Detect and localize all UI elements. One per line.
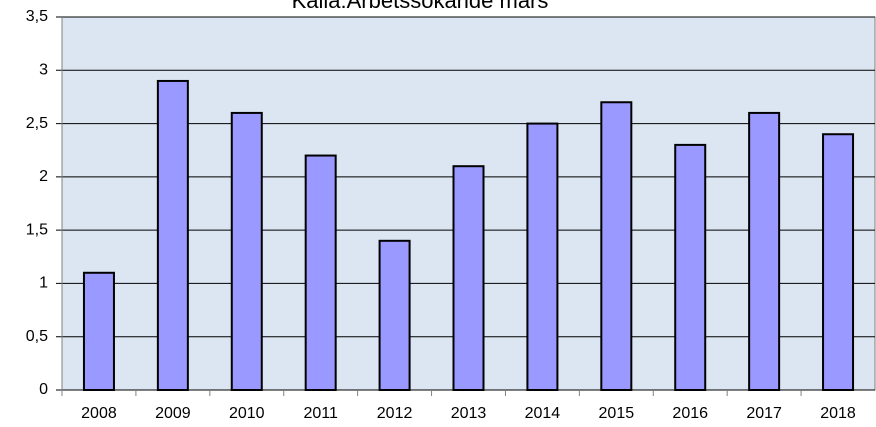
y-tick-label: 3,5 xyxy=(26,8,48,25)
x-tick-label: 2016 xyxy=(672,405,708,422)
bar xyxy=(600,101,633,391)
x-tick-label: 2017 xyxy=(746,405,782,422)
bar xyxy=(230,111,263,392)
bar xyxy=(156,79,189,391)
y-tick-label: 3 xyxy=(39,62,48,79)
bar xyxy=(82,271,115,391)
bar xyxy=(452,165,485,391)
x-tick-label: 2010 xyxy=(229,405,265,422)
bar xyxy=(526,122,559,391)
x-tick-label: 2012 xyxy=(377,405,413,422)
bar xyxy=(674,143,707,391)
x-tick-label: 2008 xyxy=(81,405,117,422)
x-tick-label: 2015 xyxy=(599,405,635,422)
y-tick-label: 2 xyxy=(39,168,48,185)
bar xyxy=(304,154,337,391)
x-tick-label: 2018 xyxy=(820,405,856,422)
y-tick-label: 0 xyxy=(39,381,48,398)
bar xyxy=(378,239,411,391)
y-tick-label: 1,5 xyxy=(26,221,48,238)
x-tick-label: 2013 xyxy=(451,405,487,422)
y-tick-label: 0,5 xyxy=(26,328,48,345)
bar xyxy=(822,133,855,391)
x-tick-label: 2011 xyxy=(303,405,338,422)
x-tick-label: 2009 xyxy=(155,405,191,422)
bar xyxy=(748,111,781,392)
x-tick-label: 2014 xyxy=(525,405,561,422)
y-tick-label: 2,5 xyxy=(26,115,48,132)
y-tick-label: 1 xyxy=(39,275,48,292)
chart-title: Kalla:Arbetssökande mars xyxy=(292,0,549,13)
